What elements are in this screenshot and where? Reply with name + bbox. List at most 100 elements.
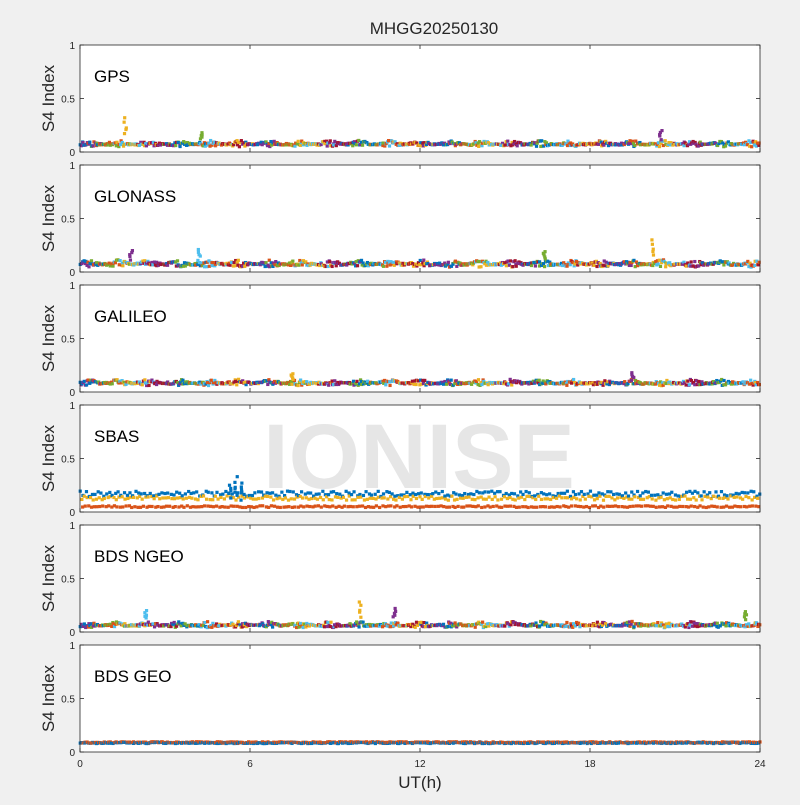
data-point: [507, 263, 512, 267]
data-point: [647, 623, 651, 627]
data-point: [434, 490, 438, 494]
data-point: [159, 505, 164, 509]
data-point: [432, 497, 436, 501]
data-point: [144, 261, 149, 265]
data-point: [228, 263, 232, 267]
data-point: [283, 496, 288, 500]
data-point: [756, 624, 760, 629]
data-point: [131, 495, 136, 499]
data-point: [576, 504, 580, 508]
data-point: [605, 382, 609, 386]
data-point: [333, 260, 337, 265]
data-point: [392, 263, 396, 267]
data-point: [291, 259, 295, 263]
data-point: [259, 490, 264, 494]
data-point: [87, 142, 91, 146]
data-point: [559, 491, 564, 495]
data-point: [484, 497, 488, 501]
data-point: [209, 504, 213, 508]
data-point: [294, 493, 299, 497]
data-point: [329, 381, 333, 385]
data-point: [152, 144, 156, 148]
data-point: [716, 494, 721, 498]
data-point: [527, 491, 531, 495]
data-point: [592, 498, 597, 502]
data-point: [630, 497, 634, 501]
data-point: [602, 505, 606, 509]
data-point: [213, 262, 217, 266]
data-point-spike: [291, 372, 295, 376]
data-point: [486, 504, 490, 508]
data-point: [594, 259, 599, 263]
data-point-spike: [198, 137, 203, 141]
data-point: [533, 141, 537, 145]
data-point: [218, 624, 222, 628]
data-point: [552, 505, 556, 509]
data-point: [124, 382, 128, 386]
data-point: [654, 505, 658, 509]
data-point: [598, 494, 602, 498]
data-point: [204, 489, 208, 493]
data-point: [421, 144, 426, 148]
data-point: [265, 379, 269, 383]
data-point: [628, 139, 632, 143]
data-point: [337, 504, 341, 508]
data-point: [239, 141, 243, 145]
data-point: [705, 381, 709, 385]
data-point: [752, 490, 756, 494]
data-point: [684, 264, 688, 268]
data-point: [563, 740, 567, 744]
data-point: [656, 262, 660, 266]
data-point: [191, 263, 195, 267]
data-point: [88, 140, 92, 144]
data-point: [129, 495, 133, 499]
data-point: [705, 493, 709, 497]
data-point: [563, 491, 567, 495]
data-point: [178, 491, 182, 495]
data-point: [160, 381, 165, 386]
data-point: [492, 624, 496, 628]
data-point: [165, 143, 170, 147]
data-point: [400, 497, 404, 501]
data-point: [105, 492, 109, 496]
data-point: [384, 505, 388, 509]
data-point: [475, 489, 479, 494]
data-point: [755, 494, 759, 498]
data-point: [661, 381, 665, 385]
data-point: [355, 379, 359, 383]
data-point-spike: [143, 611, 147, 615]
data-point: [452, 491, 456, 495]
data-point-spike: [394, 609, 398, 614]
x-tick-label: 18: [584, 759, 596, 770]
data-point: [682, 144, 686, 148]
y-tick-label: 0.5: [61, 95, 75, 106]
data-point: [499, 143, 503, 147]
data-point: [715, 378, 719, 383]
data-point: [360, 740, 364, 745]
data-point-spike: [144, 616, 148, 620]
data-point: [716, 625, 720, 629]
data-point: [157, 492, 161, 496]
data-point: [317, 492, 321, 496]
data-point: [309, 741, 314, 746]
data-point: [563, 496, 567, 500]
data-point: [481, 491, 485, 495]
data-point: [410, 379, 414, 383]
data-point: [425, 492, 430, 497]
data-point: [426, 380, 430, 384]
data-point: [166, 496, 171, 500]
data-point: [409, 498, 413, 502]
data-point-spike: [659, 138, 663, 142]
data-point: [138, 494, 142, 499]
data-point: [329, 741, 333, 745]
data-point: [632, 258, 636, 262]
data-point: [419, 141, 423, 145]
data-point: [672, 505, 676, 509]
data-point: [359, 495, 363, 499]
data-point: [206, 620, 210, 624]
data-point-spike: [744, 618, 748, 622]
data-point: [123, 497, 127, 501]
data-point: [720, 383, 724, 387]
data-point: [593, 504, 598, 508]
data-point: [207, 141, 211, 145]
